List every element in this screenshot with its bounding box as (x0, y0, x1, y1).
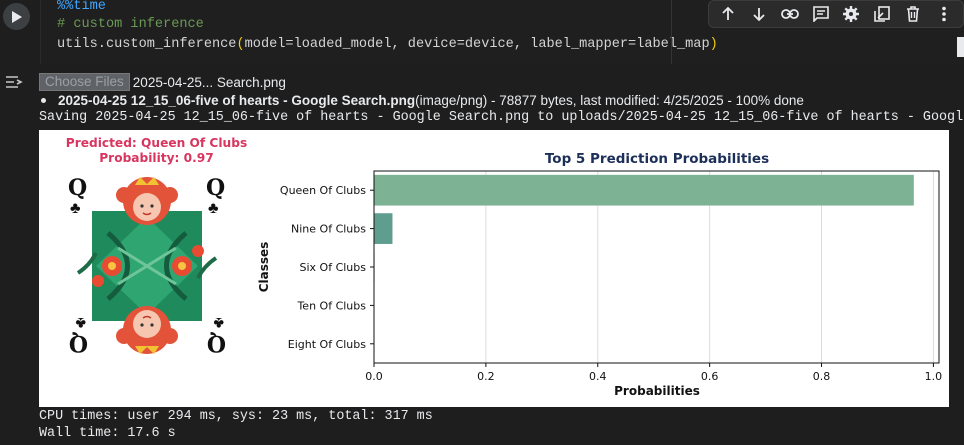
y-tick-label: Nine Of Clubs (291, 223, 366, 236)
plot-frame (373, 170, 940, 364)
bar-nine-of-clubs (374, 213, 393, 244)
mirror-cell-button[interactable] (870, 2, 894, 26)
scroll-handle[interactable] (957, 37, 964, 57)
call-args: model=loaded_model, device=device, label… (244, 37, 710, 52)
svg-text:Q: Q (69, 330, 88, 356)
arrow-down-icon (753, 8, 765, 22)
move-down-button[interactable] (747, 2, 771, 26)
add-comment-button[interactable] (809, 2, 833, 26)
svg-text:Q: Q (207, 330, 226, 356)
code-line-magic: %%time (57, 0, 106, 14)
y-tick-label: Eight Of Clubs (288, 338, 366, 351)
x-tick-label: 0.2 (477, 370, 495, 383)
delete-icon (906, 6, 919, 22)
code-line-comment: # custom inference (57, 17, 204, 32)
y-tick-label: Six Of Clubs (300, 261, 367, 274)
cell-toolbar (708, 0, 964, 28)
uploaded-file-meta: (image/png) - 78877 bytes, last modified… (415, 93, 804, 108)
link-icon (780, 9, 799, 19)
more-options-button[interactable] (932, 2, 956, 26)
x-tick-label: 0.8 (813, 370, 831, 383)
chart-xlabel: Probabilities (614, 384, 700, 398)
prediction-title: Predicted: Queen Of Clubs Probability: 0… (39, 136, 274, 166)
x-tick-label: 0.0 (365, 370, 383, 383)
saving-message: Saving 2025-04-25 12_15_06-five of heart… (39, 110, 964, 125)
y-tick-label: Queen Of Clubs (280, 184, 366, 197)
plot-area: Queen Of Clubs Nine Of Clubs Six Of Clubs T… (280, 170, 943, 383)
call-function: utils.custom_inference (57, 37, 237, 52)
probability-label: Probability: 0.97 (99, 151, 214, 165)
svg-text:♣: ♣ (75, 314, 86, 331)
uploaded-file-info: 2025-04-25 12_15_06-five of hearts - Goo… (39, 93, 804, 108)
copy-link-button[interactable] (778, 2, 802, 26)
output-collapse-icon (6, 76, 23, 88)
code-cell: %%time # custom inference utils.custom_i… (0, 0, 964, 64)
paren-close: ) (709, 37, 718, 52)
chart-ylabel: Classes (257, 242, 271, 293)
mirror-cell-icon (874, 6, 890, 22)
move-up-button[interactable] (716, 2, 740, 26)
y-tick-label: Ten Of Clubs (296, 299, 366, 312)
x-tick-label: 1.0 (925, 370, 943, 383)
svg-text:♣: ♣ (213, 314, 224, 331)
svg-text:Q: Q (206, 175, 225, 201)
delete-cell-button[interactable] (901, 2, 925, 26)
more-vert-icon (941, 6, 946, 22)
selected-file-name: 2025-04-25... Search.png (132, 74, 286, 90)
x-tick-label: 0.4 (589, 370, 607, 383)
play-icon (11, 10, 22, 23)
file-upload-row: Choose Files 2025-04-25... Search.png (39, 73, 286, 91)
predicted-label: Predicted: Queen Of Clubs (65, 136, 248, 150)
uploaded-file-name: 2025-04-25 12_15_06-five of hearts - Goo… (58, 93, 416, 108)
run-cell-button[interactable] (3, 3, 30, 30)
bar-queen-of-clubs (374, 174, 914, 206)
output-toggle-button[interactable] (3, 72, 25, 92)
arrow-up-icon (722, 6, 735, 20)
svg-text:♣: ♣ (208, 200, 219, 217)
svg-text:Q: Q (68, 175, 87, 201)
cpu-times: CPU times: user 294 ms, sys: 23 ms, tota… (39, 409, 433, 424)
bullet (41, 97, 46, 103)
settings-button[interactable] (839, 2, 863, 26)
timing-output: CPU times: user 294 ms, sys: 23 ms, tota… (39, 408, 433, 442)
gear-icon (843, 6, 860, 22)
comment-icon (812, 6, 829, 22)
chart-title: Top 5 Prediction Probabilities (545, 151, 769, 167)
svg-text:♣: ♣ (70, 200, 81, 217)
output-figure: Predicted: Queen Of Clubs Probability: 0… (39, 130, 949, 407)
divider (671, 0, 672, 64)
paren-open: ( (236, 37, 245, 52)
wall-time: Wall time: 17.6 s (39, 426, 176, 441)
code-line-call: utils.custom_inference(model=loaded_mode… (57, 37, 718, 52)
x-tick-label: 0.6 (701, 370, 719, 383)
queen-of-clubs-card-image: Q ♣ Q ♣ Q ♣ Q ♣ (58, 173, 236, 358)
choose-files-button[interactable]: Choose Files (39, 73, 130, 91)
prediction-bar-chart: Top 5 Prediction Probabilities Probabili… (257, 151, 943, 398)
